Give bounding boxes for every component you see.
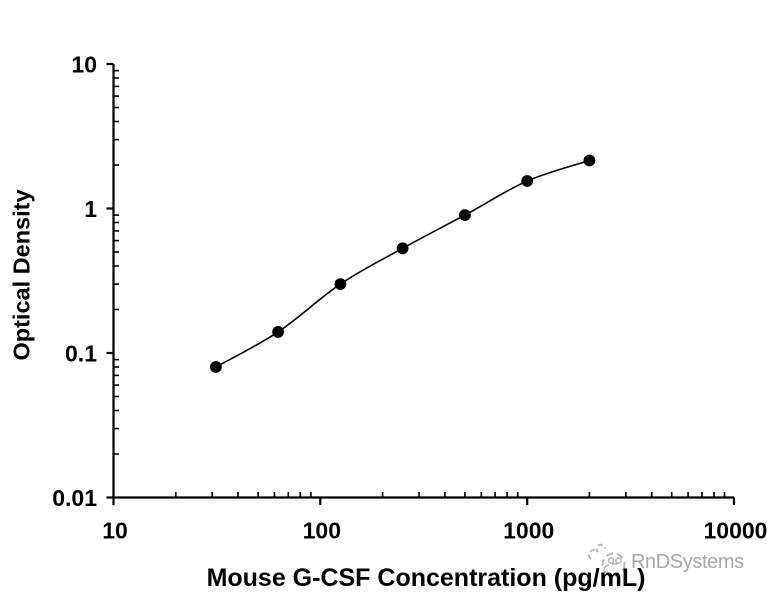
svg-text:10: 10 (71, 52, 97, 78)
svg-text:1: 1 (84, 196, 97, 222)
svg-text:100: 100 (303, 518, 341, 544)
svg-text:RnDSystems: RnDSystems (631, 551, 744, 573)
svg-text:0.01: 0.01 (52, 485, 97, 511)
svg-text:10000: 10000 (704, 518, 767, 544)
svg-text:0.1: 0.1 (65, 341, 97, 367)
svg-text:10: 10 (102, 518, 128, 544)
svg-text:Optical Density: Optical Density (9, 189, 35, 360)
svg-text:Mouse G-CSF Concentration (pg/: Mouse G-CSF Concentration (pg/mL) (207, 564, 646, 592)
svg-text:1000: 1000 (503, 518, 554, 544)
